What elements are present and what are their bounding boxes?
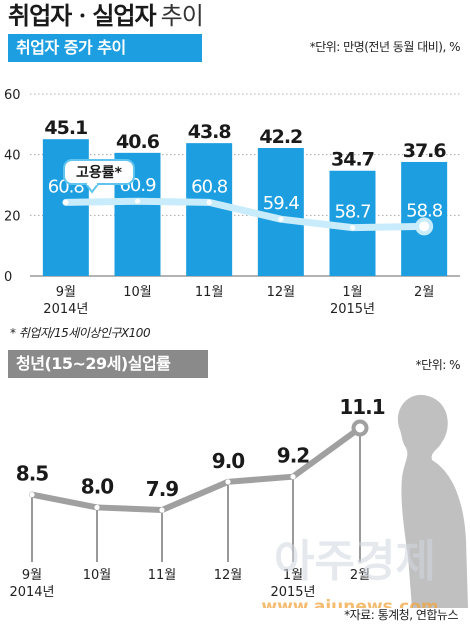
x-tick-label: 9월 [22, 568, 42, 583]
youth-point [290, 474, 296, 480]
youth-value-label: 11.1 [339, 395, 384, 419]
rate-point [134, 198, 141, 204]
employment-grid [30, 93, 460, 277]
employment-y-ticks: 0 20 40 60 [4, 88, 21, 285]
youth-line-chart: 8.5 8.0 7.9 9.0 9.2 11.1 9월 2014년 10월 11월 12월 1월 20… [9, 394, 468, 608]
bar [257, 147, 304, 276]
silhouette-person [397, 394, 468, 608]
watermark-url: www.ajunews.com [261, 597, 438, 608]
rate-point [349, 225, 356, 231]
x-year-label: 2015년 [270, 585, 315, 600]
rate-point [415, 217, 434, 236]
rate-footnote: * 취업자/15세이상인구X100 [10, 326, 151, 340]
rate-point [278, 216, 284, 222]
y-tick-label: 40 [4, 149, 21, 164]
y-tick-label: 20 [4, 209, 21, 224]
x-tick-label: 9월 [56, 285, 76, 300]
youth-value-label: 8.5 [16, 462, 49, 486]
rate-legend-box [63, 159, 135, 185]
youth-point [225, 479, 231, 485]
employment-chart-header: 취업자 증가 추이 [8, 34, 202, 62]
employment-rate-legend: 고용률* [63, 159, 135, 194]
youth-chart-title: 청년(15~29세)실업률 [16, 354, 171, 373]
x-tick-label: 12월 [214, 568, 243, 583]
rate-series-line [62, 197, 428, 232]
bar-value-label: 45.1 [44, 117, 87, 139]
employment-bar-labels: 45.1 40.6 43.8 42.2 34.7 37.6 [44, 117, 447, 171]
x-year-label: 2014년 [43, 302, 88, 317]
employment-rate-labels: 60.8 60.9 60.859.4 58.7 58.8 [48, 175, 444, 223]
x-tick-label: 2월 [350, 568, 370, 583]
page-title: 취업자ㆍ실업자 추이 [8, 0, 204, 31]
bar-value-label: 42.2 [259, 126, 302, 148]
x-tick-label: 11월 [195, 285, 224, 300]
youth-value-label: 9.2 [277, 444, 310, 468]
rate-value-label: 58.8 [406, 200, 443, 221]
watermark: 아주경제 www.ajunews.com [261, 536, 438, 608]
youth-x-labels: 9월 2014년 10월 11월 12월 1월 2015년 2월 [9, 568, 370, 600]
youth-chart-header: 청년(15~29세)실업률 [8, 350, 208, 378]
youth-value-label: 7.9 [146, 477, 179, 501]
rate-point [206, 199, 212, 205]
y-tick-label: 0 [4, 270, 12, 285]
youth-point [159, 507, 165, 513]
x-tick-label: 11월 [148, 568, 177, 583]
x-year-label: 2014년 [9, 585, 54, 600]
youth-value-labels: 8.5 8.0 7.9 9.0 9.2 11.1 [16, 395, 386, 501]
page-title-light: 추이 [160, 2, 204, 30]
youth-point [94, 504, 100, 511]
employment-x-labels: 9월 2014년 10월 11월 12월 1월 2015년 2월 [43, 285, 434, 317]
youth-point [29, 492, 35, 498]
page-title-bold: 취업자ㆍ실업자 [8, 2, 157, 30]
youth-point [351, 419, 369, 437]
x-tick-label: 10월 [123, 285, 152, 300]
youth-line [29, 419, 369, 513]
x-tick-label: 10월 [83, 568, 112, 583]
x-tick-label: 12월 [267, 285, 296, 300]
rate-value-label: 60.8 [191, 176, 228, 197]
rate-legend-pointer-mask [87, 181, 97, 185]
x-tick-label: 2월 [414, 285, 434, 300]
youth-unit-note: *단위: % [415, 358, 461, 372]
rate-point [63, 199, 69, 205]
youth-series-line [29, 425, 363, 513]
bar-value-label: 43.8 [188, 121, 232, 143]
bar-value-label: 34.7 [331, 149, 374, 171]
rate-legend-label: 고용률* [76, 164, 123, 181]
x-tick-label: 1월 [342, 285, 362, 300]
bar-value-label: 40.6 [116, 131, 160, 153]
watermark-text: 아주경제 [274, 536, 436, 587]
youth-drop-lines [31, 428, 361, 562]
rate-value-label: 59.4 [263, 193, 300, 214]
x-tick-label: 1월 [283, 568, 303, 583]
employment-rate-line [62, 197, 434, 236]
x-year-label: 2015년 [330, 302, 375, 317]
youth-value-label: 8.0 [81, 474, 114, 498]
rate-value-label: 58.7 [334, 202, 370, 223]
employment-unit-note: *단위: 만명(전년 동월 대비), % [309, 40, 461, 54]
employment-chart-title: 취업자 증가 추이 [16, 38, 126, 57]
bar-value-label: 37.6 [403, 140, 447, 162]
rate-legend-pointer [85, 183, 99, 194]
silhouette-figure [397, 394, 468, 608]
source-note: *자료: 통계청, 연합뉴스 [344, 608, 458, 622]
employment-bar-chart: 45.140.6 43.8 42.234.7 37.6 60.8 60.9 60.859.… [4, 88, 460, 317]
y-tick-label: 60 [4, 88, 21, 103]
youth-value-label: 9.0 [212, 449, 245, 473]
